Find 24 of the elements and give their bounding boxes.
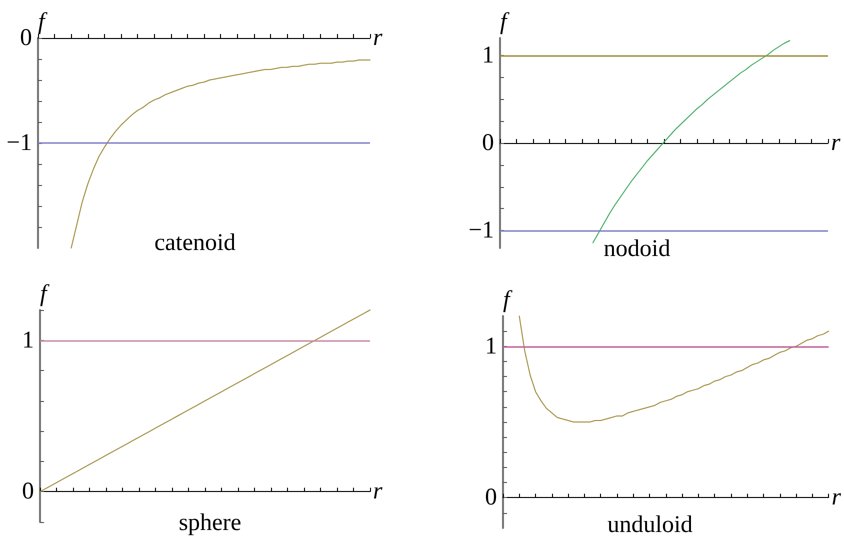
line-series xyxy=(518,316,830,422)
y-tick-label: 0 xyxy=(22,478,34,505)
y-axis-title: f xyxy=(38,9,48,35)
text: catenoid xyxy=(154,230,236,256)
y-tick-label: 0 xyxy=(485,484,497,511)
line-series xyxy=(70,60,370,248)
y-axis-title: f xyxy=(40,281,50,307)
y-axis-title: f xyxy=(500,9,510,35)
x-axis-title: r xyxy=(831,130,841,156)
y-tick-label: 0 xyxy=(20,25,32,51)
y-tick-label: −1 xyxy=(6,130,32,156)
y-axis-title: f xyxy=(503,287,513,313)
y-tick-label: 1 xyxy=(22,327,34,354)
text: nodoid xyxy=(604,236,670,262)
x-axis-title: r xyxy=(373,478,383,505)
x-axis-title: r xyxy=(832,484,842,511)
y-tick-label: −1 xyxy=(468,218,494,244)
text: unduloid xyxy=(607,512,693,538)
text: sphere xyxy=(178,510,242,536)
x-axis-title: r xyxy=(373,25,383,51)
y-tick-label: 1 xyxy=(485,333,497,360)
y-tick-label: 0 xyxy=(482,130,494,156)
y-tick-label: 1 xyxy=(482,42,494,68)
line-series xyxy=(40,310,370,492)
